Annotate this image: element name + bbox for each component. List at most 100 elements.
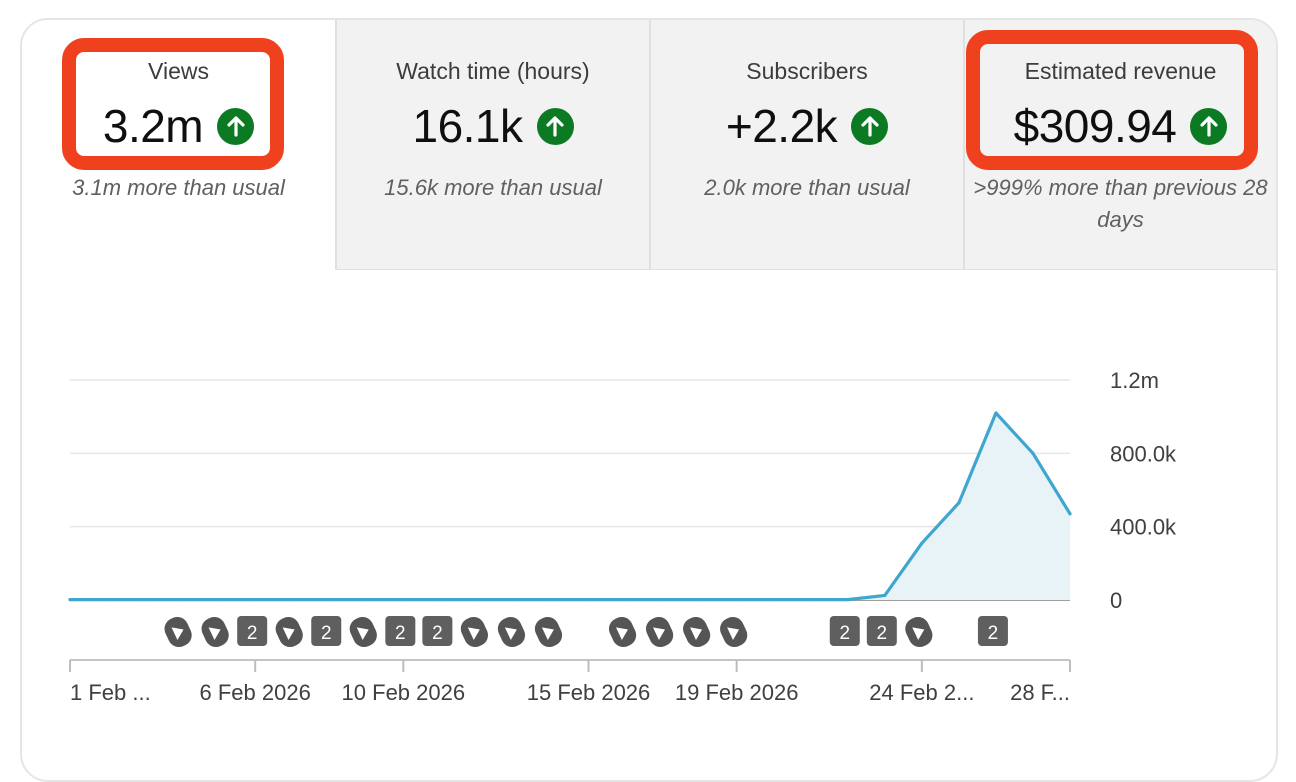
badge-count-label: 2 bbox=[395, 623, 406, 644]
revenue-value: $309.94 bbox=[1013, 100, 1177, 152]
badge-bg bbox=[385, 616, 416, 646]
views-label: Views bbox=[148, 58, 209, 84]
upload-count-badge: 2 bbox=[385, 616, 416, 646]
shorts-icon bbox=[905, 616, 933, 648]
data-point bbox=[957, 501, 961, 505]
data-point bbox=[735, 598, 739, 602]
views-highlight-box bbox=[62, 38, 284, 170]
shorts-icon-play bbox=[912, 627, 925, 641]
badge-count-label: 2 bbox=[247, 623, 258, 644]
y-tick-label: 1.2m bbox=[1110, 368, 1159, 393]
shorts-icon bbox=[608, 616, 637, 648]
badge-bg bbox=[977, 616, 1008, 646]
arrow-up-icon bbox=[217, 107, 255, 145]
data-point bbox=[920, 541, 924, 545]
shorts-icon bbox=[645, 616, 674, 648]
data-point bbox=[809, 598, 813, 602]
badge-bg bbox=[866, 616, 897, 646]
shorts-icon-play bbox=[282, 627, 295, 641]
upload-count-badge: 2 bbox=[237, 616, 268, 646]
data-point bbox=[105, 598, 109, 602]
shorts-icon-play bbox=[356, 627, 369, 641]
data-point bbox=[586, 598, 591, 602]
badge-bg bbox=[422, 616, 453, 646]
revenue-highlight-box bbox=[966, 30, 1258, 170]
badge-count-label: 2 bbox=[432, 623, 443, 644]
badge-count-label: 2 bbox=[877, 623, 888, 644]
y-tick-label: 400.0k bbox=[1110, 515, 1177, 540]
data-point bbox=[512, 598, 517, 602]
shorts-icon-play bbox=[504, 627, 517, 641]
shorts-icon-play bbox=[467, 627, 480, 641]
shorts-icon bbox=[349, 616, 377, 648]
data-point bbox=[772, 598, 776, 602]
arrow-up-icon bbox=[851, 107, 889, 145]
data-point bbox=[883, 593, 887, 598]
tab-estimated-revenue[interactable]: Estimated revenue $309.94 >999% more tha… bbox=[963, 20, 1276, 270]
shorts-icon bbox=[720, 616, 748, 648]
shorts-icon-play bbox=[208, 627, 221, 641]
shorts-icon bbox=[164, 616, 192, 648]
data-point bbox=[216, 598, 220, 602]
badge-bg bbox=[311, 616, 342, 646]
views-comparison: 3.1m more than usual bbox=[72, 175, 285, 200]
shorts-icon bbox=[275, 616, 303, 648]
tab-subscribers[interactable]: Subscribers +2.2k 2.0k more than usual bbox=[649, 20, 963, 270]
badge-count-label: 2 bbox=[988, 623, 999, 644]
data-point bbox=[623, 598, 628, 602]
series-area bbox=[70, 413, 1070, 600]
x-tick-label: 1 Feb ... bbox=[70, 680, 151, 705]
subscribers-label: Subscribers bbox=[746, 58, 868, 84]
shorts-icon bbox=[683, 616, 711, 648]
data-point bbox=[549, 598, 554, 602]
revenue-label: Estimated revenue bbox=[1024, 58, 1217, 84]
data-point bbox=[1031, 451, 1035, 455]
revenue-comparison: >999% more than previous 28 days bbox=[973, 175, 1268, 232]
watch-time-value: 16.1k bbox=[412, 100, 523, 152]
upload-count-badge: 2 bbox=[977, 616, 1008, 646]
x-tick-label: 10 Feb 2026 bbox=[342, 680, 466, 705]
data-point bbox=[327, 598, 331, 602]
x-tick-label: 15 Feb 2026 bbox=[527, 680, 651, 705]
data-point bbox=[68, 598, 72, 602]
shorts-icon bbox=[201, 616, 229, 648]
shorts-icon bbox=[534, 616, 563, 648]
data-point bbox=[253, 598, 257, 602]
data-point bbox=[364, 598, 368, 602]
shorts-icon bbox=[460, 616, 489, 648]
badge-bg bbox=[829, 616, 860, 646]
data-point bbox=[994, 411, 998, 415]
data-point bbox=[1068, 512, 1072, 516]
data-point bbox=[438, 598, 442, 602]
shorts-icon-play bbox=[171, 627, 184, 641]
badge-count-label: 2 bbox=[839, 623, 850, 644]
data-point bbox=[660, 598, 665, 602]
shorts-icon-play bbox=[690, 627, 703, 641]
x-tick-label: 19 Feb 2026 bbox=[675, 680, 799, 705]
shorts-icon-play bbox=[541, 627, 554, 641]
data-point bbox=[475, 598, 480, 602]
watch-time-comparison: 15.6k more than usual bbox=[384, 175, 602, 200]
shorts-icon-play bbox=[615, 627, 628, 641]
subscribers-value: +2.2k bbox=[725, 100, 838, 152]
shorts-icon-play bbox=[727, 627, 740, 641]
data-point bbox=[846, 598, 850, 602]
data-point bbox=[698, 598, 702, 602]
badge-count-label: 2 bbox=[321, 623, 332, 644]
subscribers-comparison: 2.0k more than usual bbox=[704, 175, 910, 200]
analytics-card: Views 3.2m 3.1m more than usual Watch ti… bbox=[20, 18, 1278, 782]
x-tick-label: 6 Feb 2026 bbox=[200, 680, 311, 705]
watch-time-label: Watch time (hours) bbox=[396, 58, 590, 84]
arrow-up-icon bbox=[536, 107, 574, 145]
x-tick-label: 28 F... bbox=[1010, 680, 1070, 705]
badge-bg bbox=[237, 616, 268, 646]
data-point bbox=[179, 598, 183, 602]
arrow-up-icon bbox=[1190, 107, 1228, 145]
views-value: 3.2m bbox=[102, 100, 204, 152]
shorts-icon-play bbox=[653, 627, 666, 641]
data-point bbox=[290, 598, 294, 602]
upload-count-badge: 2 bbox=[422, 616, 453, 646]
upload-count-badge: 2 bbox=[829, 616, 860, 646]
series-line bbox=[70, 411, 1072, 602]
tab-watch-time[interactable]: Watch time (hours) 16.1k 15.6k more than… bbox=[335, 20, 649, 270]
